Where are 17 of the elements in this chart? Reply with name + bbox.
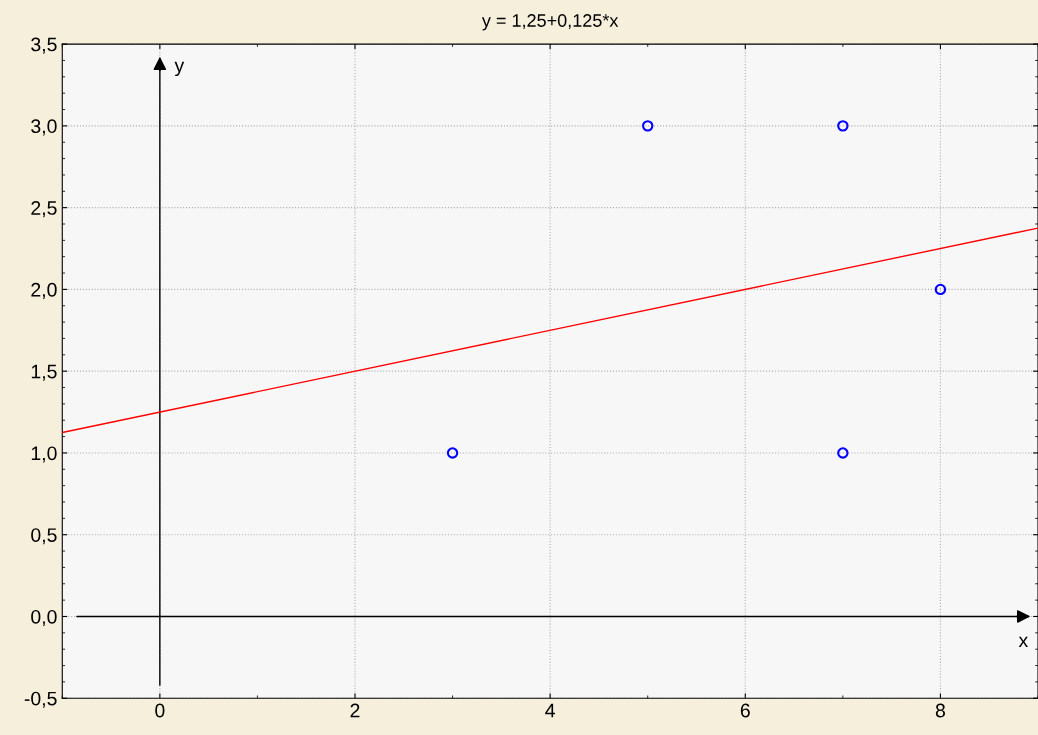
y-tick-label: 2,0 bbox=[31, 282, 57, 299]
legend-label: y bbox=[174, 61, 185, 77]
y-tick-label: 3,0 bbox=[31, 119, 57, 136]
ref-line-label: x bbox=[1018, 636, 1029, 647]
y-tick-label: 0,0 bbox=[31, 609, 57, 627]
x-tick-label: 6 bbox=[740, 703, 750, 718]
x-tick-label: 2 bbox=[350, 703, 360, 718]
y-tick-label: 2,5 bbox=[31, 201, 57, 218]
x-tick-label: 0 bbox=[155, 703, 165, 718]
x-tick-label: 8 bbox=[935, 703, 945, 718]
y-tick-label: 1,0 bbox=[31, 446, 57, 463]
x-tick-label: 4 bbox=[545, 703, 555, 718]
y-tick-label: 3,5 bbox=[31, 37, 57, 54]
y-tick-label: 0,5 bbox=[31, 528, 57, 545]
chart-title: y = 1,25+0,125*x bbox=[481, 14, 619, 31]
y-tick-label: -0,5 bbox=[24, 691, 57, 708]
y-tick-label: 1,5 bbox=[31, 364, 57, 381]
